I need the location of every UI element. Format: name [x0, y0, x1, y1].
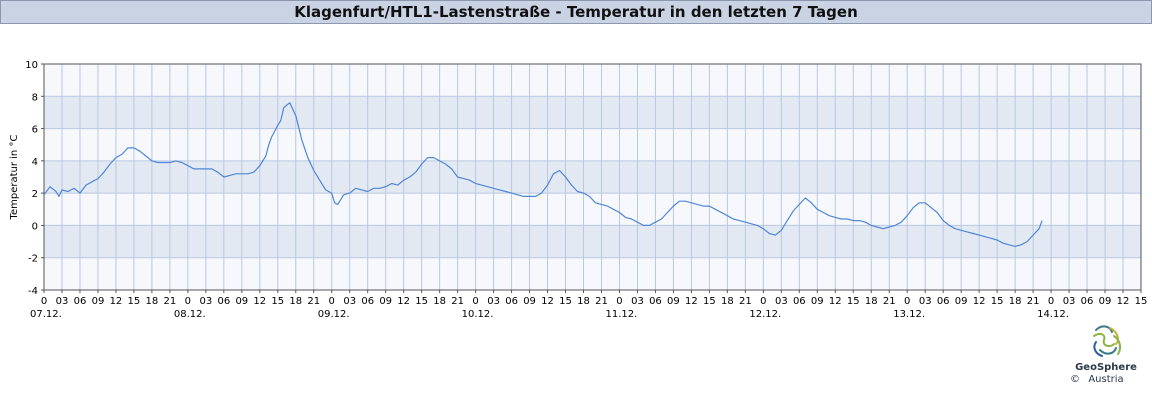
- x-tick-label: 12: [541, 296, 554, 307]
- x-tick-label: 03: [343, 296, 356, 307]
- y-tick-label: -4: [28, 286, 38, 297]
- day-label: 08.12.: [174, 309, 206, 320]
- x-tick-label: 06: [649, 296, 662, 307]
- plot-band: [44, 128, 1141, 161]
- x-tick-label: 06: [937, 296, 950, 307]
- x-tick-label: 21: [307, 296, 320, 307]
- day-label: 10.12.: [462, 309, 494, 320]
- x-tick-label: 12: [397, 296, 410, 307]
- x-tick-label: 18: [433, 296, 446, 307]
- logo-copyright: ©: [1070, 374, 1080, 385]
- geosphere-logo-icon: [1093, 325, 1122, 357]
- x-tick-label: 09: [235, 296, 248, 307]
- x-tick-label: 09: [955, 296, 968, 307]
- x-tick-label: 03: [631, 296, 644, 307]
- x-tick-label: 06: [793, 296, 806, 307]
- x-tick-label: 09: [379, 296, 392, 307]
- x-tick-label: 21: [1027, 296, 1040, 307]
- x-tick-label: 0: [472, 296, 478, 307]
- temperature-series-line: [43, 102, 1043, 247]
- x-tick-label: 09: [811, 296, 824, 307]
- y-tick-label: 0: [32, 221, 38, 232]
- plot-band: [44, 160, 1141, 194]
- x-tick-label: 12: [1117, 296, 1130, 307]
- x-tick-label: 18: [577, 296, 590, 307]
- y-tick-label: 8: [32, 92, 38, 103]
- y-tick-label: -2: [28, 254, 38, 265]
- x-tick-label: 21: [883, 296, 896, 307]
- x-tick-label: 18: [721, 296, 734, 307]
- chart-title-bar: Klagenfurt/HTL1-Lastenstraße - Temperatu…: [0, 0, 1152, 24]
- day-label: 09.12.: [318, 309, 350, 320]
- x-tick-label: 18: [289, 296, 302, 307]
- plot-band: [44, 193, 1141, 226]
- x-tick-label: 06: [1081, 296, 1094, 307]
- x-tick-label: 03: [487, 296, 500, 307]
- x-tick-label: 09: [523, 296, 536, 307]
- x-tick-label: 21: [451, 296, 464, 307]
- x-tick-label: 03: [199, 296, 212, 307]
- x-tick-label: 18: [1009, 296, 1022, 307]
- geosphere-logo: GeoSphere Austria ©: [1066, 322, 1146, 386]
- x-tick-label: 09: [667, 296, 680, 307]
- x-tick-label: 06: [505, 296, 518, 307]
- x-tick-label: 15: [128, 296, 141, 307]
- x-tick-label: 15: [991, 296, 1004, 307]
- x-tick-label: 09: [1099, 296, 1112, 307]
- logo-name: GeoSphere: [1075, 362, 1137, 373]
- day-label: 13.12.: [893, 309, 925, 320]
- x-tick-label: 12: [253, 296, 266, 307]
- x-tick-label: 21: [164, 296, 177, 307]
- x-tick-label: 0: [904, 296, 910, 307]
- x-tick-label: 03: [919, 296, 932, 307]
- day-label: 11.12.: [605, 309, 637, 320]
- x-tick-label: 0: [329, 296, 335, 307]
- y-axis-label: Temperatur in °C: [9, 135, 20, 221]
- plot-band: [44, 64, 1141, 97]
- temperature-chart: -4 -2 0 2 4 6 8 10 Temperatur in °C 0 03 06 09 12 15 18…: [9, 60, 1148, 320]
- x-tick-label: 0: [41, 296, 47, 307]
- x-tick-label: 03: [775, 296, 788, 307]
- plot-band: [44, 225, 1141, 258]
- y-tick-label: 6: [32, 125, 38, 136]
- x-tick-label: 0: [616, 296, 622, 307]
- x-tick-label: 0: [1048, 296, 1054, 307]
- day-label: 07.12.: [30, 309, 62, 320]
- y-tick-label: 2: [32, 189, 38, 200]
- x-tick-label: 15: [703, 296, 716, 307]
- x-tick-label: 06: [74, 296, 87, 307]
- x-tick-label: 0: [185, 296, 191, 307]
- x-tick-label: 12: [685, 296, 698, 307]
- plot-band: [44, 257, 1141, 290]
- x-tick-label: 12: [829, 296, 842, 307]
- y-tick-label: 4: [32, 157, 38, 168]
- x-tick-label: 15: [1135, 296, 1148, 307]
- x-tick-label: 18: [865, 296, 878, 307]
- plot-frame: [43, 63, 1142, 291]
- x-tick-label: 15: [271, 296, 284, 307]
- x-tick-label: 15: [559, 296, 572, 307]
- chart-title: Klagenfurt/HTL1-Lastenstraße - Temperatu…: [294, 3, 858, 21]
- x-tick-label: 03: [56, 296, 69, 307]
- day-label: 12.12.: [749, 309, 781, 320]
- x-tick-label: 0: [760, 296, 766, 307]
- x-tick-label: 18: [146, 296, 159, 307]
- x-tick-label: 03: [1063, 296, 1076, 307]
- x-tick-label: 06: [217, 296, 230, 307]
- plot-band: [44, 96, 1141, 129]
- logo-country: Austria: [1088, 374, 1124, 385]
- x-tick-label: 09: [92, 296, 105, 307]
- x-tick-label: 21: [739, 296, 752, 307]
- x-tick-label: 15: [847, 296, 860, 307]
- x-tick-label: 12: [973, 296, 986, 307]
- x-tick-label: 06: [361, 296, 374, 307]
- y-tick-label: 10: [25, 60, 38, 71]
- x-tick-label: 15: [415, 296, 428, 307]
- x-tick-label: 21: [595, 296, 608, 307]
- day-label: 14.12.: [1037, 309, 1069, 320]
- x-tick-label: 12: [110, 296, 123, 307]
